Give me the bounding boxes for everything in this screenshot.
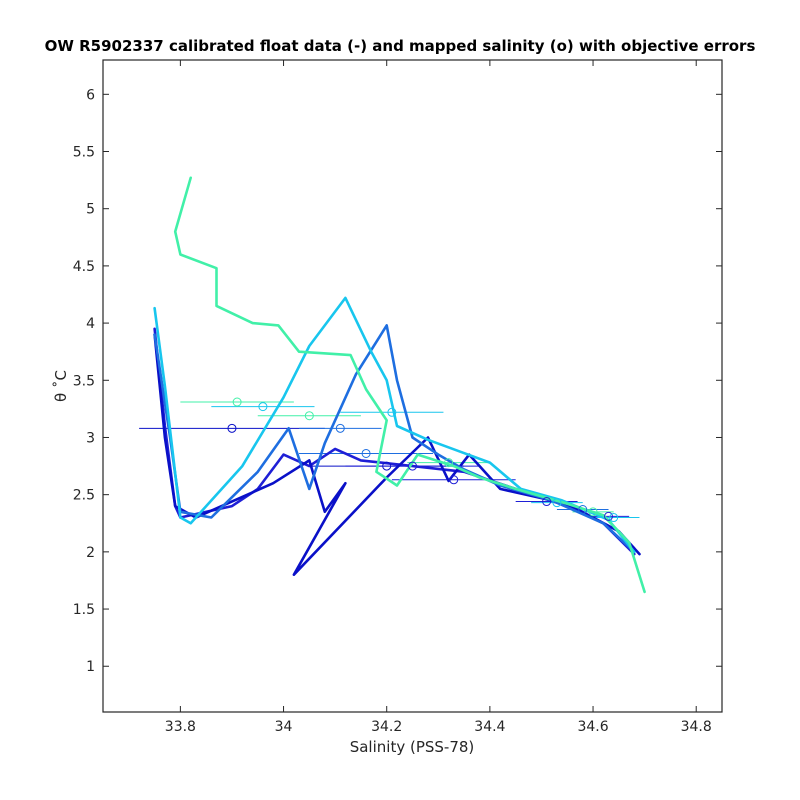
y-tick-label: 1 [86,659,95,675]
y-tick-label: 5.5 [73,145,95,161]
x-tick-label: 34.8 [681,719,712,735]
mapped-salinity-marker-0 [232,397,242,407]
plot-area [139,176,646,594]
mapped-salinity-marker-6 [361,448,371,458]
mapped-salinity-marker-11 [542,497,552,507]
y-tick-label: 3.5 [73,373,95,389]
y-axis: 1 1.5 2 2.5 3 3.5 4 4.5 5 5.5 6 [73,87,722,675]
y-tick-label: 2 [86,545,95,561]
mapped-salinity-marker-5 [335,423,345,433]
mapped-salinity-marker-14 [588,507,598,517]
x-axis-label: Salinity (PSS-78) [350,738,475,756]
y-tick-label: 3 [86,430,95,446]
y-tick-label: 6 [86,87,95,103]
mapped-salinity-marker-8 [408,461,417,471]
y-axis-label: θ ˚C [52,370,70,402]
y-tick-label: 4 [86,316,95,332]
mapped-salinity-marker-16 [609,513,619,523]
float-profile-line-1 [153,333,641,576]
float-profile-line-2 [153,324,636,554]
y-tick-label: 4.5 [73,259,95,275]
axes-frame [102,59,723,713]
mapped-salinity-marker-15 [604,511,614,521]
chart-title: OW R5902337 calibrated float data (-) an… [45,37,756,55]
x-tick-label: 34.6 [577,719,608,735]
x-tick-label: 34 [275,719,293,735]
x-tick-label: 34.4 [474,719,505,735]
mapped-salinity-marker-12 [552,498,562,508]
x-tick-label: 34.2 [371,719,402,735]
mapped-salinity-marker-3 [387,407,397,417]
mapped-salinity-marker-4 [227,423,237,433]
float-profile-line-4 [173,176,646,594]
x-axis: 33.8 34 34.2 34.4 34.6 34.8 [165,60,712,735]
float-profile-line-3 [153,296,636,554]
y-tick-label: 5 [86,202,95,218]
y-tick-label: 2.5 [73,488,95,504]
y-tick-label: 1.5 [73,602,95,618]
mapped-salinity-marker-10 [449,475,459,485]
mapped-salinity-marker-13 [578,505,588,515]
x-tick-label: 33.8 [165,719,196,735]
mapped-salinity-marker-9 [444,458,454,468]
mapped-salinity-marker-2 [304,411,314,421]
mapped-salinity-marker-7 [382,461,392,471]
mapped-salinity-marker-1 [258,402,268,412]
